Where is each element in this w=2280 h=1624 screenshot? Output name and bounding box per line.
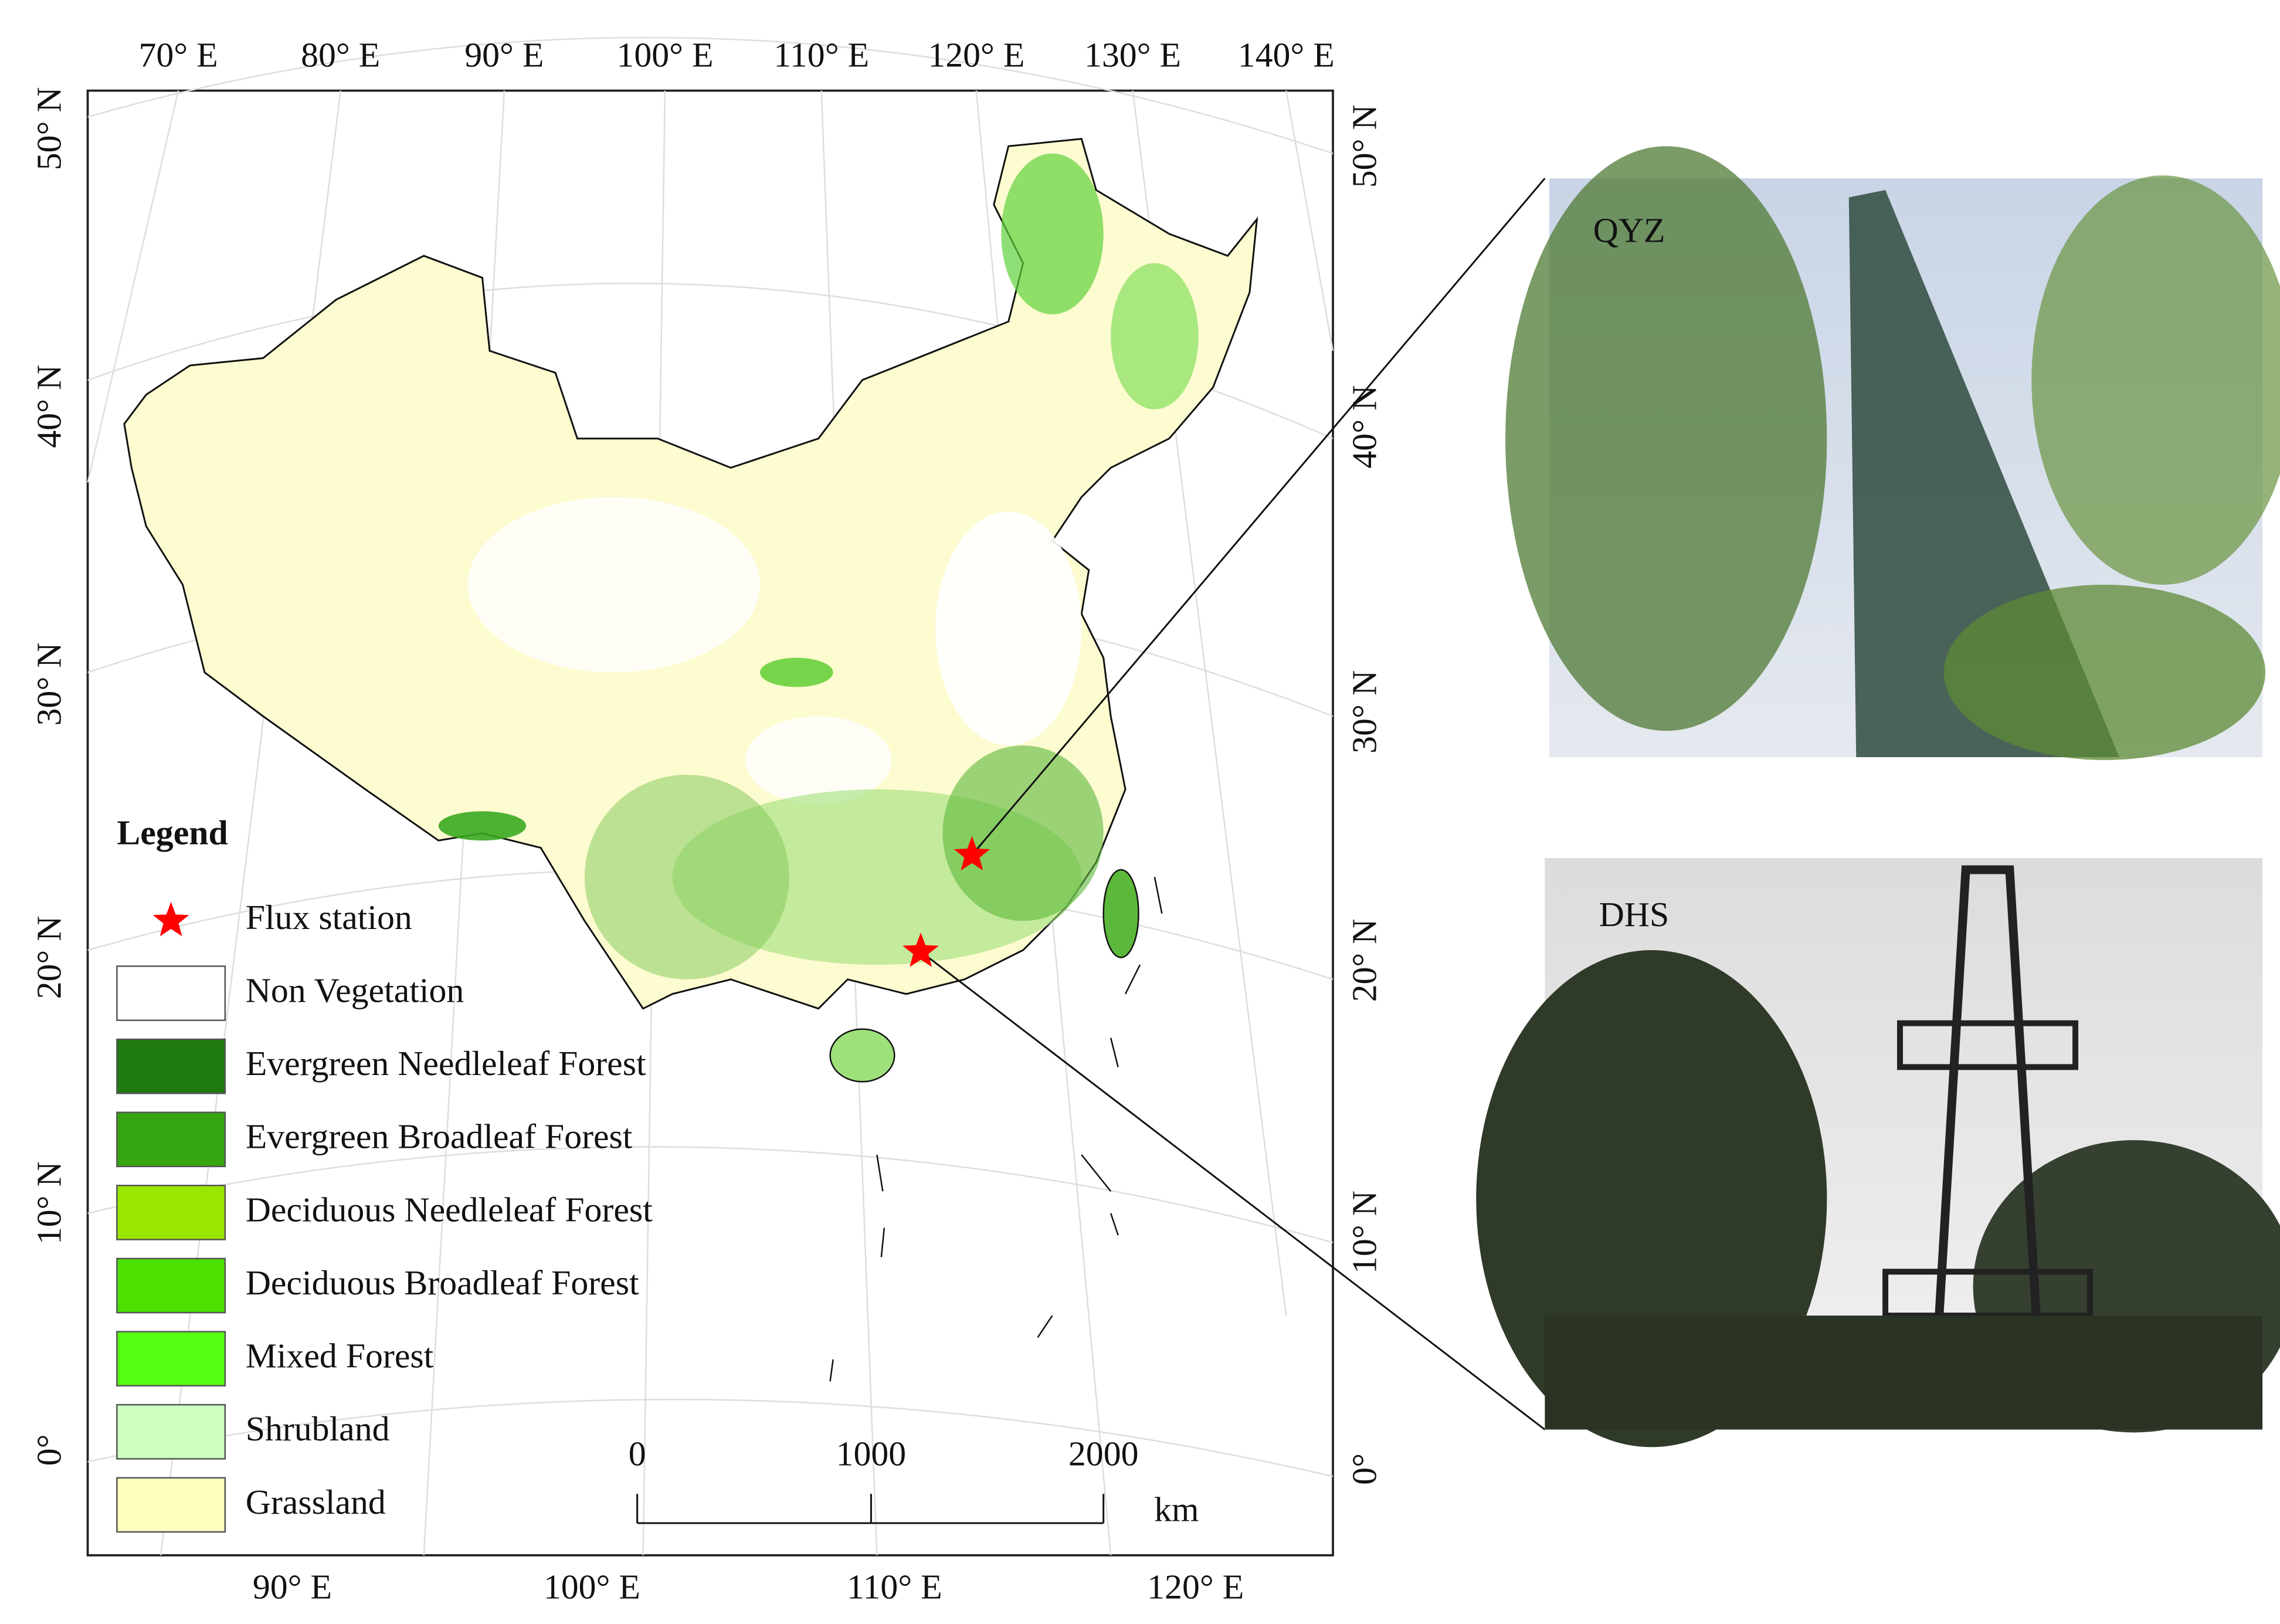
legend-label: Deciduous Needleleaf Forest xyxy=(246,1190,653,1229)
lat-label: 50° N xyxy=(29,87,68,170)
lat-label: 30° N xyxy=(29,643,68,726)
legend-swatch xyxy=(116,1403,226,1460)
lon-label: 90° E xyxy=(253,1567,332,1606)
scale-label: 0 xyxy=(629,1435,646,1473)
legend-swatch xyxy=(116,1331,226,1386)
legend-swatch xyxy=(116,965,226,1021)
lat-label: 40° N xyxy=(1345,385,1384,469)
legend-star xyxy=(152,901,189,937)
legend-label: Mixed Forest xyxy=(246,1337,434,1375)
legend-label: Grassland xyxy=(246,1483,386,1521)
lon-label: 90° E xyxy=(464,35,544,74)
photo-dhs xyxy=(1476,858,2280,1447)
scale-label: 1000 xyxy=(836,1435,907,1473)
lon-label: 130° E xyxy=(1084,35,1181,74)
legend-swatch xyxy=(116,1111,226,1168)
legend-swatch xyxy=(116,1477,226,1533)
lat-label: 20° N xyxy=(29,916,68,999)
scale-label: 2000 xyxy=(1068,1435,1139,1473)
lat-label: 0° xyxy=(1345,1453,1384,1485)
photo-qyz xyxy=(1505,146,2280,761)
zoom-lines xyxy=(920,178,1546,1430)
legend-title: Legend xyxy=(117,813,228,852)
lat-label: 10° N xyxy=(29,1161,68,1245)
lon-label: 70° E xyxy=(138,35,218,74)
photo-label: QYZ xyxy=(1593,211,1665,250)
lon-label: 80° E xyxy=(301,35,380,74)
legend-swatch xyxy=(116,1185,226,1240)
lat-label: 10° N xyxy=(1345,1191,1384,1274)
islands xyxy=(829,877,1163,1382)
lat-label: 40° N xyxy=(29,365,68,448)
legend-swatch xyxy=(116,1257,226,1314)
lon-label: 100° E xyxy=(616,35,713,74)
lon-label: 110° E xyxy=(847,1567,942,1606)
legend-label: Evergreen Broadleaf Forest xyxy=(246,1117,633,1156)
lon-label: 140° E xyxy=(1238,35,1335,74)
lat-label: 30° N xyxy=(1345,670,1384,754)
lon-label: 120° E xyxy=(1147,1567,1244,1606)
flux-station xyxy=(903,933,939,967)
lat-label: 20° N xyxy=(1345,919,1384,1002)
lon-label: 120° E xyxy=(928,35,1024,74)
legend-label: Non Vegetation xyxy=(246,971,464,1010)
photo-label: DHS xyxy=(1599,895,1670,934)
lon-label: 100° E xyxy=(544,1567,640,1606)
lat-label: 0° xyxy=(29,1434,68,1466)
legend-label: Shrubland xyxy=(246,1409,390,1448)
vegetation-patches xyxy=(438,153,1199,1083)
lat-label: 50° N xyxy=(1345,104,1384,188)
legend-label: Evergreen Needleleaf Forest xyxy=(246,1044,646,1083)
legend-label: Deciduous Broadleaf Forest xyxy=(246,1263,639,1302)
legend-swatch xyxy=(116,1038,226,1094)
flux-station xyxy=(954,836,990,871)
legend-label: Flux station xyxy=(246,898,412,937)
scale-unit: km xyxy=(1154,1490,1199,1528)
lon-label: 110° E xyxy=(773,35,869,74)
